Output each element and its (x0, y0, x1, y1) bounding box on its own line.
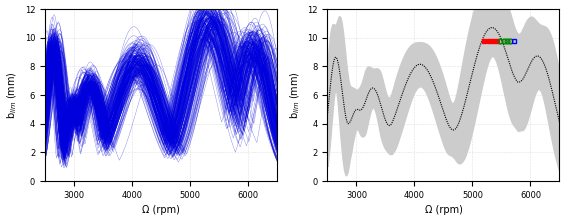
Y-axis label: b$_{lim}$ (mm): b$_{lim}$ (mm) (288, 71, 302, 119)
X-axis label: Ω (rpm): Ω (rpm) (424, 206, 462, 215)
X-axis label: Ω (rpm): Ω (rpm) (142, 206, 180, 215)
Y-axis label: b$_{lim}$ (mm): b$_{lim}$ (mm) (6, 71, 19, 119)
